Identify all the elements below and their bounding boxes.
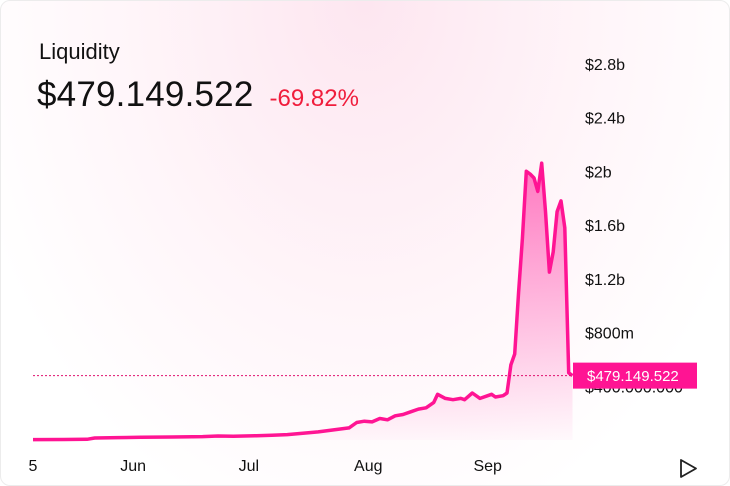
y-tick-label: $2.4b (585, 111, 625, 128)
play-button[interactable] (680, 459, 697, 478)
liquidity-area (33, 163, 573, 440)
x-tick-label: Jun (120, 458, 146, 475)
x-tick-label: Aug (354, 458, 382, 475)
x-tick-label: Sep (473, 458, 502, 475)
liquidity-series-line (32, 161, 574, 442)
y-tick-label: $2.8b (585, 57, 625, 74)
y-tick-label: $1.6b (585, 218, 625, 235)
play-icon (680, 459, 697, 478)
x-axis: 5 Jun Jul Aug Sep (29, 458, 503, 475)
chart-title: Liquidity (39, 39, 120, 64)
x-tick-label: 5 (29, 458, 38, 475)
y-tick-label: $800m (585, 326, 634, 343)
y-tick-label: $1.2b (585, 272, 625, 289)
y-axis: $2.8b$2.4b$2b$1.6b$1.2b$800m$400.000.000 (585, 57, 683, 396)
current-value-tag-bg (573, 362, 697, 389)
x-tick-label: Jul (239, 458, 259, 475)
current-value-tag: $479.149.522 (573, 362, 697, 389)
current-value: $479.149.522 (37, 75, 254, 114)
current-value-tag-label: $479.149.522 (587, 368, 679, 385)
value-row: $479.149.522 -69.82% (37, 75, 359, 115)
change-percentage: -69.82% (269, 85, 359, 112)
y-tick-label: $2b (585, 164, 612, 181)
